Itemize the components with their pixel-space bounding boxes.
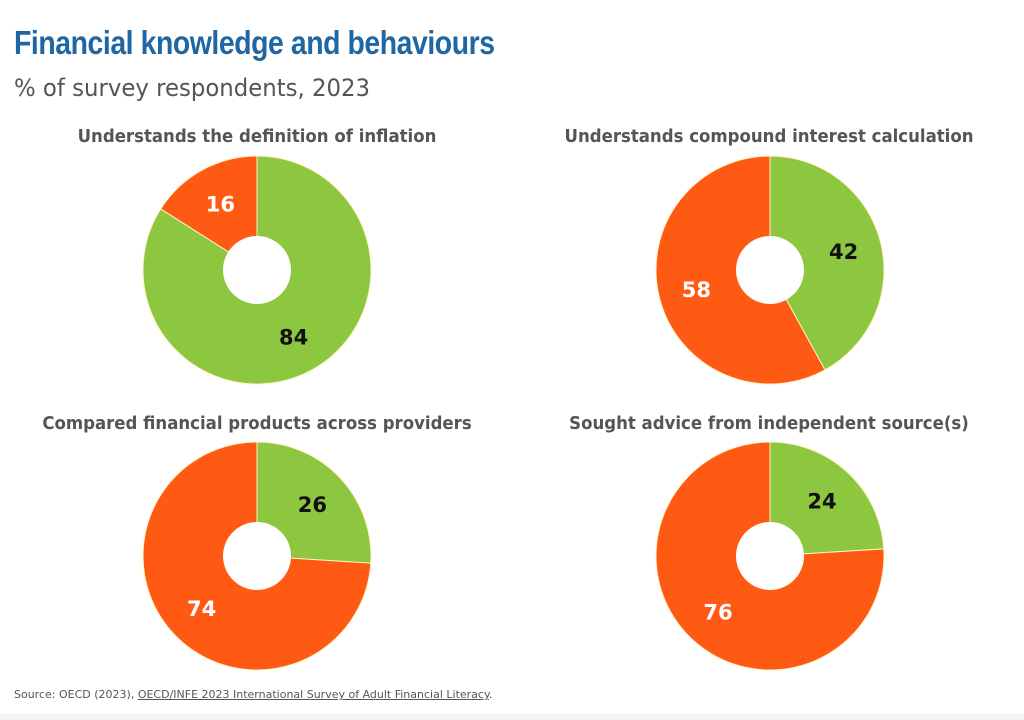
yes-value-label: 84	[279, 326, 308, 350]
donut-hole	[736, 522, 804, 590]
donut-slices	[655, 441, 885, 671]
yes-value-label: 24	[807, 490, 836, 514]
donut-svg: 84 16	[142, 155, 372, 385]
donut-chart-compound-interest: 42 58	[650, 150, 890, 390]
no-value-label: 76	[703, 600, 732, 624]
donut-chart-compared-products: 26 74	[137, 436, 377, 676]
bottom-strip	[0, 714, 1024, 720]
chart-subtitle: % of survey respondents, 2023	[14, 74, 371, 102]
panel-title-compound-interest: Understands compound interest calculatio…	[564, 126, 974, 147]
donut-hole	[223, 236, 291, 304]
source-note: Source: OECD (2023), OECD/INFE 2023 Inte…	[14, 688, 492, 701]
yes-slice	[769, 441, 885, 557]
donut-svg: 24 76	[655, 441, 885, 671]
panel-title-sought-advice: Sought advice from independent source(s)	[569, 413, 969, 434]
yes-slice	[256, 441, 372, 564]
yes-value-label: 26	[298, 493, 327, 517]
donut-svg: 26 74	[142, 441, 372, 671]
donut-hole	[223, 522, 291, 590]
source-link[interactable]: OECD/INFE 2023 International Survey of A…	[137, 688, 489, 701]
source-prefix: Source: OECD (2023),	[14, 688, 138, 701]
panel-title-inflation: Understands the definition of inflation	[77, 126, 437, 147]
source-suffix: .	[488, 688, 493, 701]
yes-value-label: 42	[829, 240, 858, 264]
no-value-label: 16	[206, 192, 235, 216]
donut-hole	[736, 236, 804, 304]
no-value-label: 58	[682, 278, 711, 302]
panel-title-compared-products: Compared financial products across provi…	[42, 413, 472, 434]
no-value-label: 74	[187, 597, 216, 621]
donut-chart-inflation: 84 16	[137, 150, 377, 390]
no-slice	[655, 441, 885, 671]
yes-slice	[769, 155, 885, 371]
no-slice	[160, 155, 258, 271]
donut-chart-sought-advice: 24 76	[650, 436, 890, 676]
donut-svg: 42 58	[655, 155, 885, 385]
chart-title: Financial knowledge and behaviours	[14, 24, 495, 61]
